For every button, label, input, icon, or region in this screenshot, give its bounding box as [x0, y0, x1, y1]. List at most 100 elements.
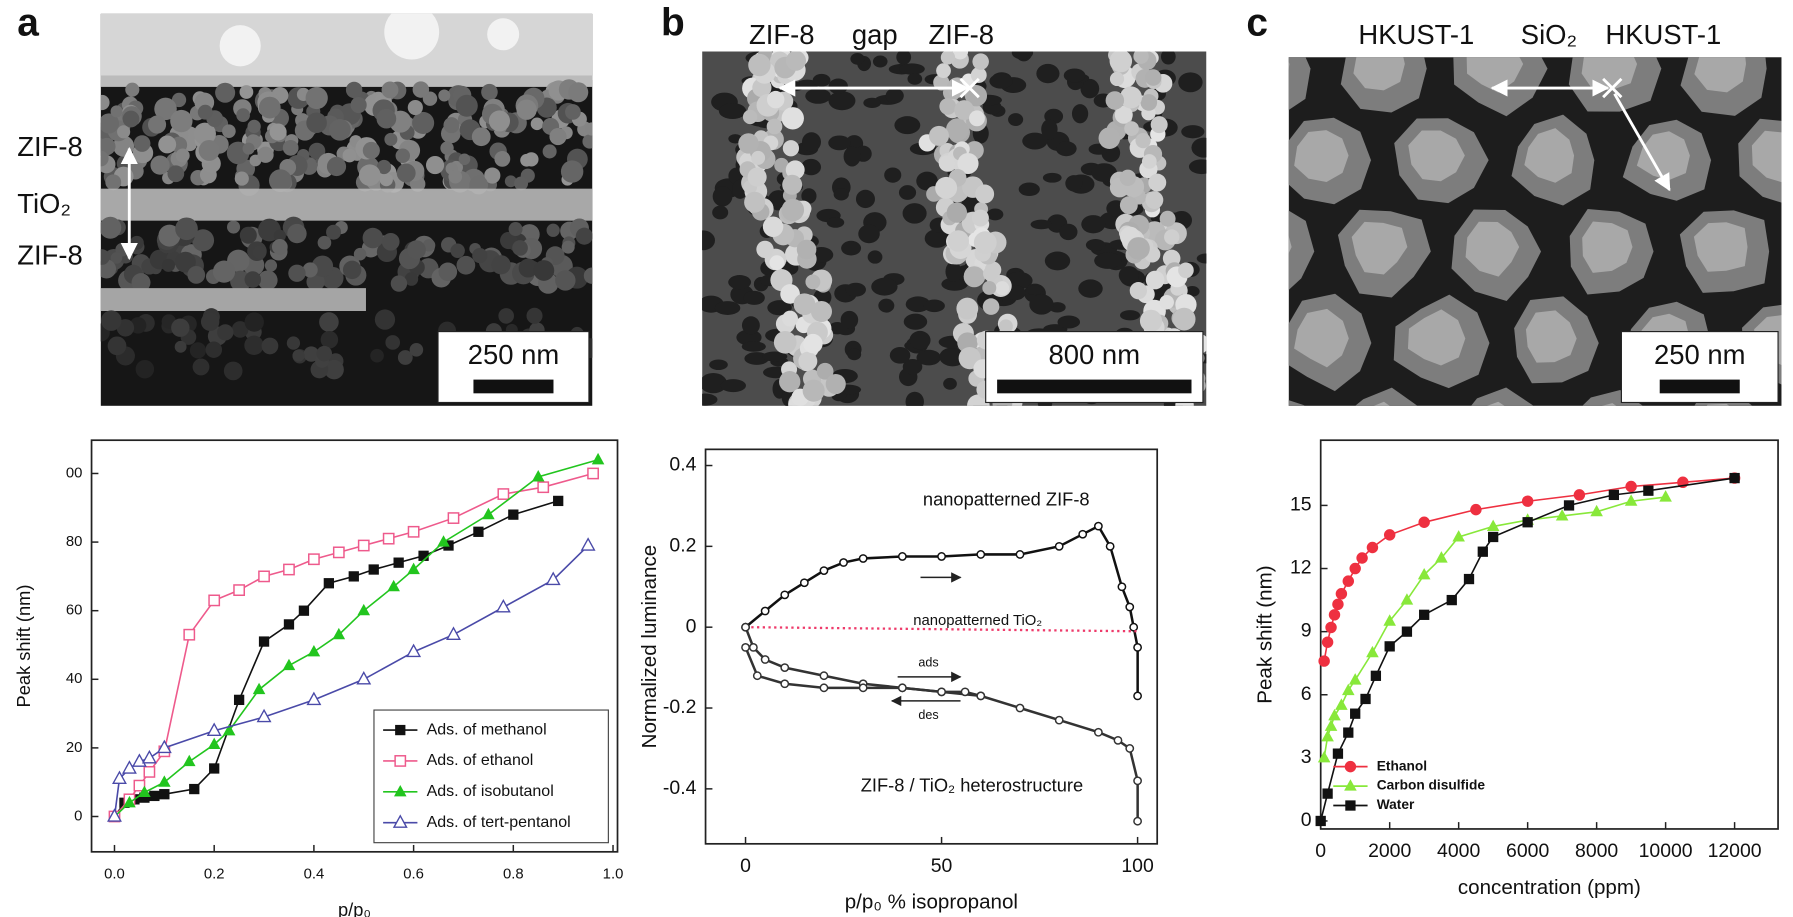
particle: [264, 259, 278, 272]
particle: [1105, 91, 1125, 110]
particle: [122, 110, 140, 128]
pore: [762, 351, 788, 362]
particle: [317, 235, 332, 250]
marker: [252, 682, 266, 695]
y-tick-label: 12: [1290, 557, 1312, 579]
particle: [158, 135, 177, 154]
particle: [381, 232, 400, 251]
pore: [1036, 63, 1060, 84]
particle: [782, 310, 798, 327]
panel-label: a: [17, 1, 39, 44]
x-axis-label: p/p₀: [338, 899, 371, 917]
particle: [390, 275, 408, 292]
particle: [982, 298, 1000, 315]
particle: [223, 361, 243, 381]
particle: [239, 226, 257, 244]
tio2-layer: [100, 188, 593, 221]
particle: [189, 342, 207, 359]
marker: [1343, 727, 1354, 738]
particle: [412, 111, 435, 134]
particle: [320, 330, 339, 349]
particle: [110, 105, 123, 118]
particle: [107, 336, 127, 356]
particle: [575, 227, 593, 245]
pore: [714, 301, 741, 315]
particle: [440, 141, 454, 155]
particle: [409, 343, 424, 357]
particle: [472, 247, 488, 264]
particle: [585, 122, 593, 136]
x-tick-label: 0: [740, 855, 751, 877]
particle: [748, 53, 771, 77]
marker: [897, 552, 907, 561]
marker: [159, 789, 170, 800]
marker: [107, 808, 122, 822]
pore: [1041, 119, 1058, 140]
marker: [1418, 516, 1430, 528]
pore: [885, 88, 904, 104]
particle: [938, 155, 956, 172]
marker: [819, 566, 829, 576]
x-tick-label: 0.0: [104, 867, 125, 883]
pore: [1055, 141, 1077, 157]
top-layer: [100, 13, 593, 81]
marker: [1348, 673, 1362, 685]
x-tick-label: 0.4: [304, 867, 325, 883]
particle: [257, 146, 274, 163]
marker: [752, 671, 762, 681]
particle: [269, 123, 287, 141]
particle: [257, 270, 278, 291]
particle: [970, 67, 987, 84]
marker: [1563, 500, 1575, 511]
x-axis-label: concentration (ppm): [1458, 876, 1641, 899]
particle: [560, 160, 584, 183]
marker: [149, 790, 160, 802]
marker: [1419, 609, 1430, 620]
pore: [1065, 175, 1083, 192]
particle: [742, 109, 758, 125]
pore: [1085, 239, 1106, 252]
marker: [418, 550, 429, 561]
pore: [905, 296, 931, 313]
marker: [976, 691, 986, 701]
particle: [395, 148, 411, 164]
particle: [533, 260, 555, 281]
tio2-layer: [100, 288, 366, 312]
particle: [798, 351, 818, 371]
particle: [458, 153, 471, 166]
crystal: [1288, 57, 1311, 110]
pore: [902, 358, 923, 375]
particle: [520, 153, 534, 167]
pore: [1063, 68, 1086, 83]
image-label: ZIF-8: [749, 19, 815, 50]
marker: [1349, 562, 1361, 575]
pore: [843, 146, 861, 167]
particle: [751, 150, 766, 165]
particle: [973, 231, 997, 255]
particle: [205, 341, 223, 358]
pore: [1059, 223, 1078, 241]
pore: [872, 55, 888, 68]
marker: [233, 694, 245, 706]
particle: [303, 346, 320, 362]
pore: [1181, 125, 1205, 139]
marker: [447, 512, 460, 524]
marker: [1133, 776, 1142, 786]
particle: [316, 345, 333, 362]
marker: [1625, 480, 1637, 493]
marker: [1093, 727, 1103, 737]
series-line: [745, 626, 1138, 633]
marker: [283, 563, 295, 576]
marker: [508, 509, 519, 520]
pore: [1120, 310, 1141, 321]
x-tick-label: 100: [1121, 855, 1154, 877]
crystal-face: [1294, 130, 1349, 183]
pore: [884, 167, 902, 183]
particle: [781, 198, 805, 222]
y-tick-label: 60: [66, 603, 83, 619]
marker: [1054, 541, 1064, 551]
marker: [189, 783, 200, 795]
particle: [231, 321, 249, 338]
marker: [1054, 715, 1064, 725]
